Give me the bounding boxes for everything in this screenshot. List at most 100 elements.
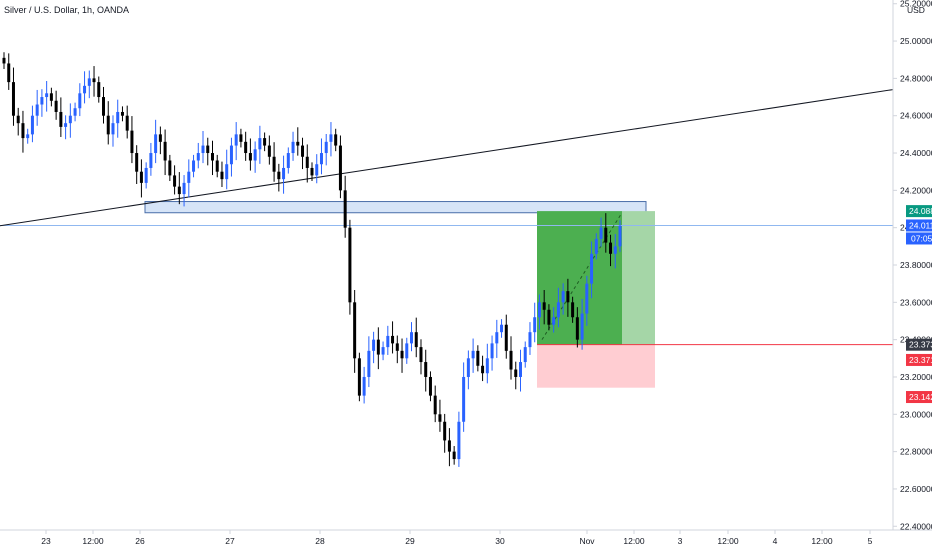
candle-body	[514, 369, 518, 377]
candle-body	[97, 82, 101, 98]
candle-body	[220, 171, 224, 180]
candle-body	[40, 97, 44, 105]
candle-body	[125, 115, 129, 131]
candle-body	[168, 160, 172, 176]
candle-body	[210, 153, 214, 161]
candle-body	[130, 130, 134, 154]
price-tick-label: 23.60000	[900, 297, 932, 307]
candle-body	[367, 350, 371, 377]
candle-body	[319, 153, 323, 165]
stop-badge: 23.14251	[909, 392, 932, 402]
candle-body	[49, 93, 53, 101]
candle-body	[324, 141, 328, 154]
last-price-badge-extra-bg	[906, 232, 932, 245]
candle-body	[428, 376, 432, 396]
time-tick-label: 26	[135, 536, 145, 546]
last-price-badge-extra: 07:05	[911, 233, 932, 243]
candle-body	[78, 93, 82, 109]
time-tick-label: 27	[225, 536, 235, 546]
candle-body	[173, 175, 177, 187]
candle-body	[604, 227, 608, 243]
candle-body	[120, 111, 124, 116]
price-tick-label: 24.80000	[900, 73, 932, 83]
candle-body	[73, 108, 77, 116]
candle-body	[26, 134, 30, 139]
price-tick-label: 22.60000	[900, 484, 932, 494]
candle-body	[419, 347, 423, 363]
candle-body	[457, 421, 461, 460]
candle-body	[111, 123, 115, 135]
candle-body	[495, 332, 499, 344]
time-tick-label: Nov	[579, 536, 595, 546]
profit-zone	[537, 211, 622, 345]
candle-body	[348, 227, 352, 303]
candle-body	[438, 414, 442, 422]
candle-body	[177, 186, 181, 195]
candle-body	[376, 339, 380, 355]
candle-body	[414, 332, 418, 348]
candle-body	[286, 153, 290, 168]
candle-body	[64, 123, 68, 127]
candle-body	[528, 332, 532, 348]
candle-body	[106, 115, 110, 135]
candle-body	[16, 115, 20, 124]
candle-body	[338, 145, 342, 191]
time-tick-label: 12:00	[717, 536, 739, 546]
trend-line	[0, 89, 894, 227]
profit-zone-extension	[622, 211, 655, 345]
candle-body	[192, 160, 196, 172]
candle-body	[594, 238, 598, 254]
resistance-zone	[144, 201, 647, 214]
time-tick-label: 30	[495, 536, 505, 546]
price-tick-label: 22.80000	[900, 447, 932, 457]
candle-body	[149, 153, 153, 168]
candle-body	[83, 85, 87, 94]
candle-body	[443, 421, 447, 441]
candle-body	[135, 153, 139, 172]
candle-body	[452, 451, 456, 460]
candle-body	[523, 347, 527, 363]
candle-body	[405, 343, 409, 359]
candle-body	[154, 134, 158, 154]
candle-body	[282, 167, 286, 180]
candle-body	[537, 302, 541, 318]
candle-body	[466, 358, 470, 377]
candle-body	[187, 171, 191, 183]
target-badge-bg	[906, 205, 932, 218]
candle-body	[509, 350, 513, 370]
candle-body	[45, 93, 49, 98]
candle-body	[234, 134, 238, 146]
candle-body	[618, 225, 622, 247]
candle-body	[609, 242, 613, 254]
current-entry-badge-bg	[906, 353, 932, 366]
candle-body	[2, 57, 6, 64]
candle-body	[21, 123, 25, 139]
candle-body	[7, 63, 11, 83]
candle-body	[504, 324, 508, 351]
candle-body	[447, 440, 451, 452]
candle-body	[35, 104, 39, 116]
candle-body	[481, 365, 485, 374]
candle-body	[552, 317, 556, 325]
price-tick-label: 25.00000	[900, 36, 932, 46]
candle-body	[362, 376, 366, 396]
candle-body	[334, 134, 338, 146]
candle-body	[424, 362, 428, 377]
last-price-badge: 24.01183	[909, 220, 932, 230]
price-tick-label: 23.80000	[900, 260, 932, 270]
candle-body	[215, 160, 219, 172]
target-badge: 24.08878	[909, 206, 932, 216]
entry-badge-bg	[906, 338, 932, 351]
candle-body	[158, 134, 162, 142]
candle-body	[206, 145, 210, 154]
time-tick-label: 12:00	[811, 536, 833, 546]
candle-body	[239, 134, 243, 142]
candle-body	[585, 283, 589, 314]
price-tick-label: 23.00000	[900, 409, 932, 419]
symbol-title: Silver / U.S. Dollar, 1h, OANDA	[4, 5, 130, 15]
price-tick-label: 22.40000	[900, 521, 932, 531]
candle-body	[54, 100, 58, 112]
candle-body	[272, 156, 276, 172]
candle-body	[391, 335, 395, 344]
